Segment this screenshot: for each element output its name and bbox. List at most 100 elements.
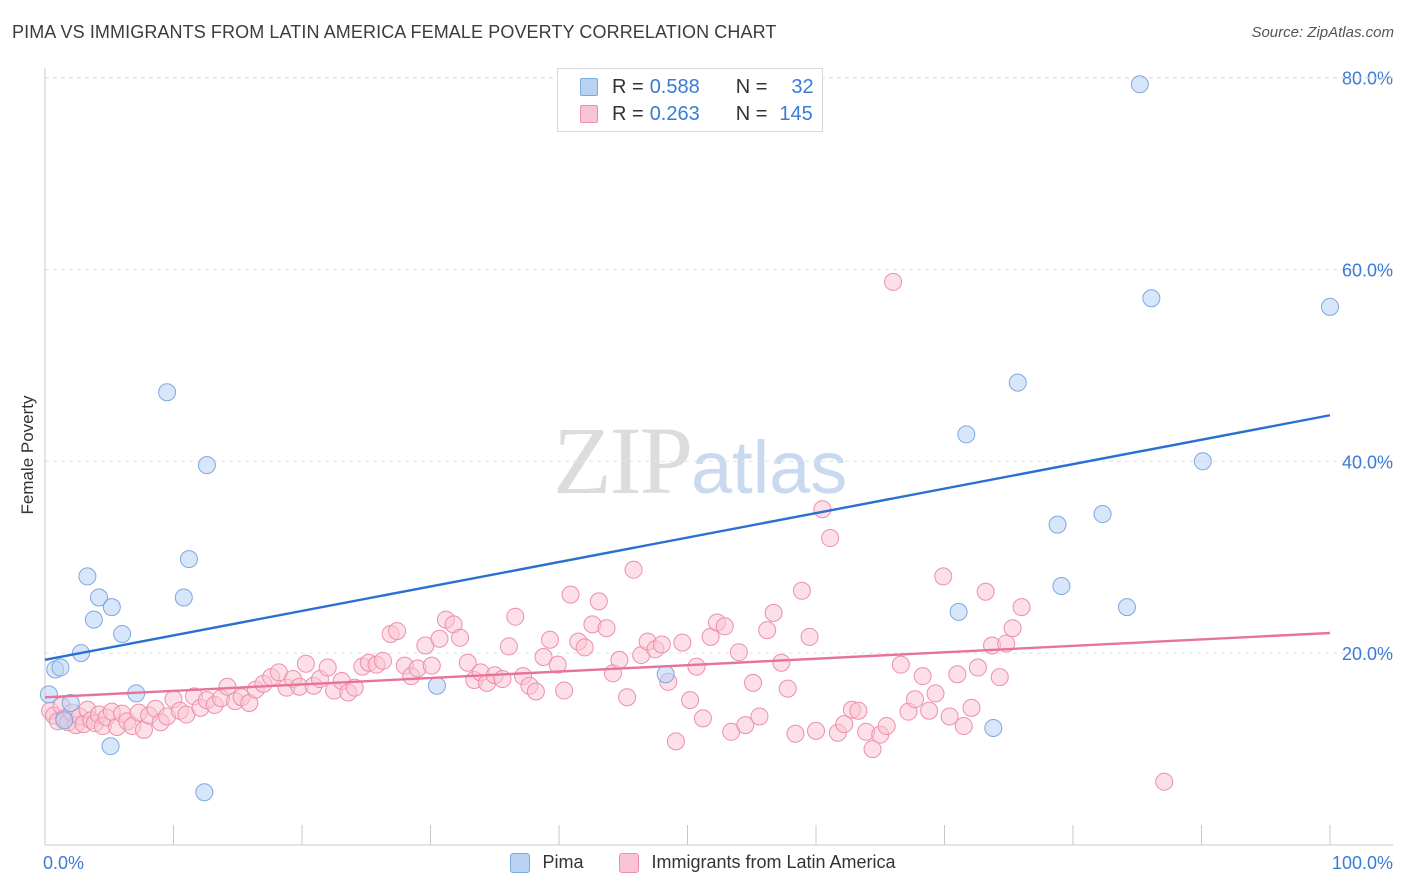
- pima-point: [174, 588, 193, 607]
- latin-point: [715, 617, 734, 636]
- latin-point: [1155, 772, 1174, 791]
- pima-swatch: [510, 852, 531, 873]
- latin-point: [920, 701, 939, 720]
- latin-point: [764, 603, 783, 622]
- pima-point: [957, 425, 976, 444]
- latin-point: [681, 691, 700, 710]
- pima-point: [78, 567, 97, 586]
- latin-point: [744, 673, 763, 692]
- latin-point: [807, 721, 825, 740]
- latin-point: [962, 698, 981, 717]
- pima-point: [1008, 373, 1027, 392]
- latin-trend-line: [44, 631, 1331, 699]
- latin-point: [666, 732, 685, 751]
- legend-row-latin: R = 0.263 N = 145: [580, 102, 813, 126]
- series-legend: Pima Immigrants from Latin America: [0, 852, 1406, 873]
- latin-point: [618, 688, 637, 707]
- pima-point: [84, 610, 103, 629]
- latin-point: [976, 582, 995, 601]
- latin-point: [499, 637, 518, 656]
- latin-point: [687, 657, 706, 676]
- latin-point: [430, 629, 449, 648]
- legend-label-pima: Pima: [542, 852, 584, 872]
- n-label: N =: [735, 75, 768, 98]
- pima-point: [1052, 577, 1071, 595]
- latin-point: [954, 717, 973, 736]
- latin-point: [729, 643, 748, 662]
- latin-point: [526, 682, 545, 701]
- legend-label-latin: Immigrants from Latin America: [651, 852, 896, 872]
- latin-point: [541, 630, 560, 649]
- y-tick-label: 60.0%: [1342, 260, 1393, 280]
- latin-point: [345, 678, 364, 697]
- x-tick-label: 0.0%: [43, 853, 84, 873]
- n-value: 145: [779, 102, 813, 125]
- latin-point: [388, 622, 407, 641]
- pima-point: [113, 624, 132, 643]
- legend-item-latin[interactable]: Immigrants from Latin America: [619, 852, 896, 873]
- latin-swatch: [619, 852, 640, 873]
- latin-swatch: [580, 105, 598, 123]
- latin-point: [318, 658, 337, 677]
- n-value: 32: [791, 75, 814, 98]
- latin-point: [990, 668, 1009, 687]
- latin-point: [555, 681, 574, 700]
- latin-point: [693, 709, 712, 728]
- legend-item-pima[interactable]: Pima: [510, 852, 583, 873]
- pima-point: [195, 783, 214, 802]
- latin-point: [772, 653, 791, 672]
- pima-point: [197, 456, 216, 475]
- pima-point: [1093, 505, 1112, 524]
- latin-point: [458, 653, 477, 672]
- y-tick-label: 80.0%: [1342, 69, 1393, 89]
- latin-point: [948, 665, 967, 684]
- latin-point: [589, 592, 608, 611]
- latin-point: [877, 717, 896, 736]
- x-tick-label: 100.0%: [1332, 853, 1393, 873]
- pima-point: [1048, 515, 1067, 534]
- latin-point: [534, 647, 553, 666]
- pima-trend-line: [44, 414, 1331, 662]
- pima-point: [1130, 75, 1149, 94]
- latin-point: [736, 716, 755, 735]
- latin-point: [891, 655, 910, 674]
- latin-point: [884, 272, 903, 291]
- latin-point: [758, 621, 777, 640]
- pima-point: [102, 598, 121, 617]
- latin-point: [575, 638, 594, 657]
- correlation-legend: R = 0.588 N = 32 R = 0.263 N = 145: [557, 68, 823, 132]
- latin-point: [905, 690, 924, 709]
- latin-point: [800, 627, 819, 646]
- latin-point: [296, 654, 315, 673]
- latin-point: [835, 715, 854, 734]
- latin-point: [813, 500, 832, 519]
- latin-point: [652, 635, 671, 654]
- latin-point: [506, 607, 525, 626]
- pima-point: [55, 711, 74, 730]
- latin-point: [451, 628, 470, 647]
- latin-point: [422, 656, 441, 675]
- latin-point: [624, 560, 643, 579]
- latin-point: [821, 529, 840, 548]
- pima-point: [984, 718, 1003, 737]
- pima-swatch: [580, 78, 598, 96]
- legend-row-pima: R = 0.588 N = 32: [580, 75, 814, 99]
- y-tick-label: 40.0%: [1342, 452, 1393, 472]
- latin-point: [778, 679, 797, 698]
- latin-point: [610, 650, 629, 669]
- pima-point: [427, 676, 446, 695]
- latin-point: [1003, 619, 1022, 638]
- pima-point: [51, 658, 70, 677]
- pima-point: [179, 550, 198, 569]
- latin-point: [750, 707, 769, 726]
- watermark: ZIPatlas: [553, 407, 848, 514]
- latin-point: [561, 585, 580, 604]
- source-label: Source: ZipAtlas.com: [1251, 24, 1394, 41]
- pima-point: [656, 665, 675, 684]
- pima-point: [1117, 598, 1136, 617]
- pima-point: [1321, 297, 1339, 316]
- chart-title: PIMA VS IMMIGRANTS FROM LATIN AMERICA FE…: [12, 22, 777, 42]
- latin-point: [792, 581, 811, 600]
- latin-point: [926, 684, 945, 703]
- latin-point: [548, 655, 567, 674]
